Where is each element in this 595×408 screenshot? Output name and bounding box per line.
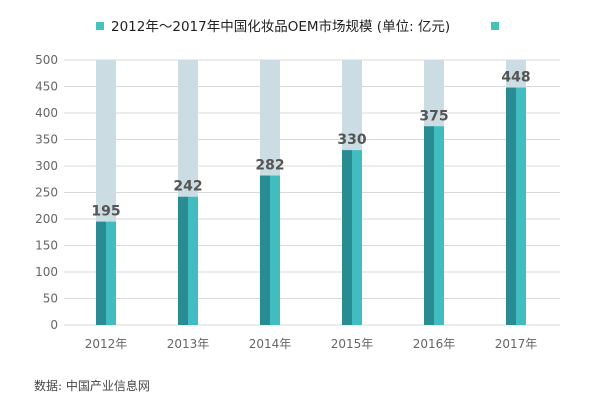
x-tick-label: 2014年 (249, 337, 292, 351)
x-tick-label: 2012年 (85, 337, 128, 351)
bar-shade (342, 150, 352, 325)
gridlines (64, 59, 560, 326)
y-tick-label: 100 (35, 265, 58, 279)
y-tick-label: 500 (35, 53, 58, 67)
bar-shade (96, 221, 106, 325)
bar-shade (424, 126, 434, 325)
legend-marker-left (96, 22, 104, 30)
x-tick-label: 2017年 (495, 337, 538, 351)
data-label: 375 (419, 108, 448, 124)
bars: 195 242 282 330 375 448 (91, 60, 531, 325)
y-tick-label: 250 (35, 186, 58, 200)
data-label: 282 (255, 158, 284, 174)
bar-shade (260, 175, 270, 325)
chart-title: 2012年～2017年中国化妆品OEM市场规模 (单位: 亿元) (111, 18, 450, 35)
x-tick-label: 2016年 (413, 337, 456, 351)
y-tick-label: 400 (35, 106, 58, 120)
x-tick-label: 2013年 (167, 337, 210, 351)
x-axis: 2012年 2013年 2014年 2015年 2016年 2017年 (85, 337, 538, 351)
data-label: 195 (91, 204, 120, 220)
bar-shade (506, 87, 516, 325)
data-label: 242 (173, 179, 202, 195)
y-tick-label: 300 (35, 159, 58, 173)
data-label: 448 (501, 70, 530, 86)
y-axis: 0 50 100 150 200 250 300 350 400 450 500 (35, 53, 58, 332)
legend-marker-right (491, 22, 499, 30)
bar (434, 126, 444, 325)
x-tick-label: 2015年 (331, 337, 374, 351)
bar (106, 221, 116, 325)
y-tick-label: 200 (35, 212, 58, 226)
bar-shade (178, 196, 188, 325)
data-label: 330 (337, 132, 366, 148)
y-tick-label: 450 (35, 80, 58, 94)
source-note: 数据: 中国产业信息网 (34, 379, 150, 393)
bar (188, 196, 198, 325)
y-tick-label: 0 (50, 318, 58, 332)
bar (270, 175, 280, 325)
y-tick-label: 50 (43, 292, 58, 306)
bar (516, 87, 526, 325)
y-tick-label: 150 (35, 239, 58, 253)
y-tick-label: 350 (35, 133, 58, 147)
bar (352, 150, 362, 325)
legend: 2012年～2017年中国化妆品OEM市场规模 (单位: 亿元) (96, 18, 499, 35)
